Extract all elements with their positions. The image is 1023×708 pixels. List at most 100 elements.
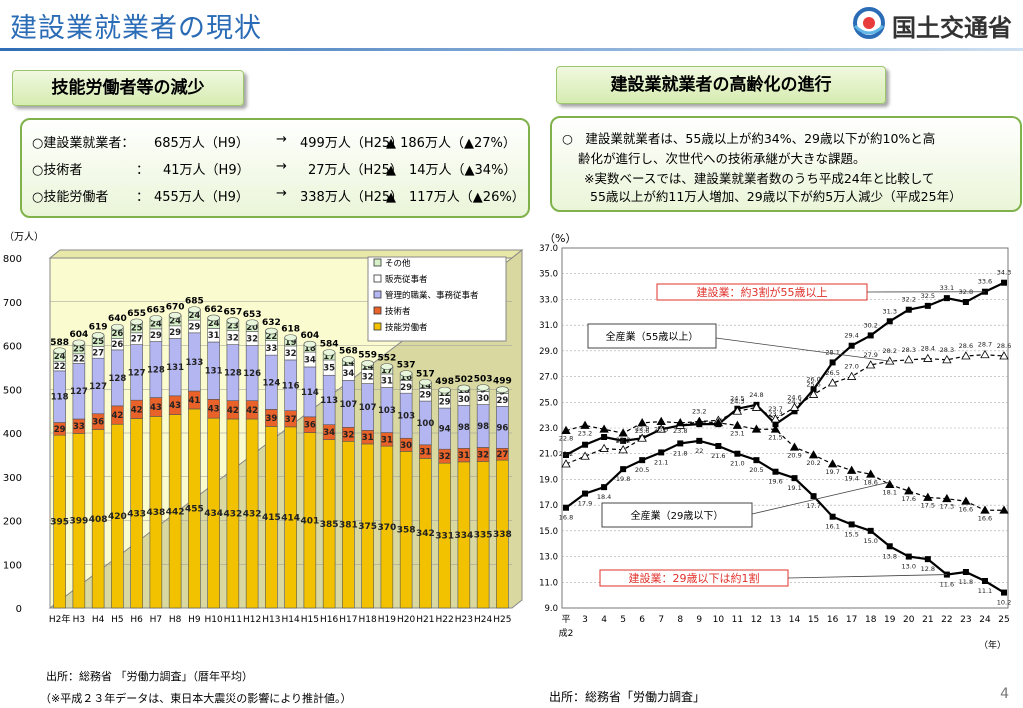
bar-segment-label: 127 (128, 368, 146, 378)
point-label: 24.8 (749, 391, 763, 399)
bar-segment-label: 24 (169, 317, 181, 327)
point-marker (923, 492, 933, 501)
bar-segment-label: 32 (439, 452, 451, 462)
point-marker (848, 342, 855, 349)
x-tick-label: 19 (884, 615, 896, 625)
point-label: 21.6 (711, 452, 725, 460)
point-marker (981, 288, 988, 295)
bar-top (188, 306, 201, 313)
point-label: 28.3 (940, 346, 954, 354)
y-tick-label: 700 (3, 298, 22, 309)
point-label: 13.8 (882, 552, 896, 560)
annotation-construction-55plus: 建設業：約3割が55歳以上 (697, 285, 828, 299)
bar-top (380, 363, 394, 370)
point-marker (923, 353, 933, 362)
bar-total-label: 568 (339, 347, 358, 357)
bar-top (496, 386, 509, 393)
y-tick-label: 37.0 (539, 244, 558, 254)
point-marker (866, 469, 876, 478)
point-marker (827, 378, 838, 387)
point-label: 32.5 (921, 292, 935, 300)
bar-segment-label: 23 (227, 322, 239, 332)
point-marker (732, 406, 743, 415)
right-info-line-1: ○ 建設業就業者は、55歳以上が約34%、29歳以下が約10%と高 (562, 131, 936, 146)
bar-segment-label: 31 (458, 451, 470, 461)
x-tick-label: H14 (282, 615, 300, 625)
legend-label: 管理的職業、事務従事者 (385, 290, 479, 301)
point-marker (886, 318, 893, 325)
x-tick-label: 23 (960, 615, 971, 625)
bar-segment-label: 96 (496, 423, 508, 433)
point-marker (827, 459, 838, 468)
point-marker (580, 451, 590, 460)
bar-segment-label: 14 (342, 359, 354, 369)
bar-segment-label: 29 (54, 425, 66, 435)
y-tick-label: 9.0 (544, 604, 558, 614)
point-marker (961, 351, 971, 360)
point-marker (713, 418, 724, 427)
point-marker (599, 424, 609, 433)
bar-total-label: 517 (416, 369, 435, 379)
bar-total-label: 618 (281, 325, 300, 335)
y-tick-label: 31.0 (539, 321, 558, 331)
point-marker (601, 434, 608, 440)
bar-total-label: 588 (50, 338, 69, 348)
point-label: 24.5 (730, 395, 744, 403)
point-label: 23.2 (616, 437, 630, 445)
bar-segment-label: 31 (362, 433, 374, 443)
point-marker (962, 569, 969, 575)
point-label: 17.5 (921, 501, 935, 509)
annotation-all-55plus: 全産業（55歳以上） (606, 330, 699, 343)
point-marker (637, 433, 647, 442)
point-marker (942, 493, 952, 503)
point-marker (848, 521, 855, 528)
point-marker (580, 420, 590, 429)
point-label: 28.7 (978, 341, 992, 349)
point-label: 21.8 (673, 449, 687, 457)
right-info-line-3: ※実数ベースでは、建設業就業者数のうち平成24年と比較して (584, 171, 935, 186)
legend-swatch (373, 274, 382, 283)
point-marker (980, 505, 990, 514)
bar-top (476, 384, 490, 391)
legend-swatch (373, 258, 382, 267)
point-marker (905, 553, 912, 560)
bar-segment-label: 35 (323, 364, 335, 374)
point-label: 31.3 (882, 307, 896, 315)
bar-top (322, 349, 336, 356)
point-marker (656, 424, 666, 433)
info-row-skilled: ○技能労働者 ： 455万人（H9） → 338万人（H25） ▲ 117万人（… (32, 186, 525, 205)
point-marker (618, 445, 628, 454)
bar-top (72, 339, 86, 347)
x-tick-label: 8 (677, 615, 683, 625)
legend-label: 技能労働者 (385, 322, 428, 333)
x-tick-label: H4 (92, 615, 105, 625)
point-label: 16.6 (978, 514, 992, 522)
bar-top (438, 386, 451, 394)
bar-segment-label: 113 (320, 396, 338, 406)
bar-segment-label: 131 (166, 363, 184, 373)
bar-segment-label: 42 (111, 411, 123, 421)
series-line (565, 439, 1005, 594)
bar-segment-label: 414 (281, 513, 300, 523)
bar-total-label: 559 (358, 350, 377, 360)
bar-segment-label: 27 (92, 348, 104, 358)
x-tick-label: 25 (998, 615, 1009, 625)
point-label: 33.6 (978, 278, 992, 286)
point-marker (846, 371, 857, 380)
point-label: 32.2 (902, 296, 916, 304)
bar-segment-label: 127 (70, 387, 88, 397)
y-tick-label: 19.0 (539, 475, 558, 485)
bar-total-label: 604 (69, 330, 88, 340)
bar-segment-label: 24 (150, 320, 162, 330)
x-tick-label: H5 (111, 615, 124, 625)
point-label: 18.1 (882, 489, 896, 497)
bar-segment-label: 32 (285, 349, 297, 359)
x-tick-label: H9 (188, 615, 201, 625)
point-marker (696, 437, 703, 444)
point-marker (639, 457, 646, 464)
bar-top (207, 314, 220, 322)
bar-segment-label: 12 (439, 389, 451, 399)
point-marker (582, 490, 589, 497)
point-marker (999, 505, 1009, 514)
bar-total-label: 502 (454, 375, 473, 385)
